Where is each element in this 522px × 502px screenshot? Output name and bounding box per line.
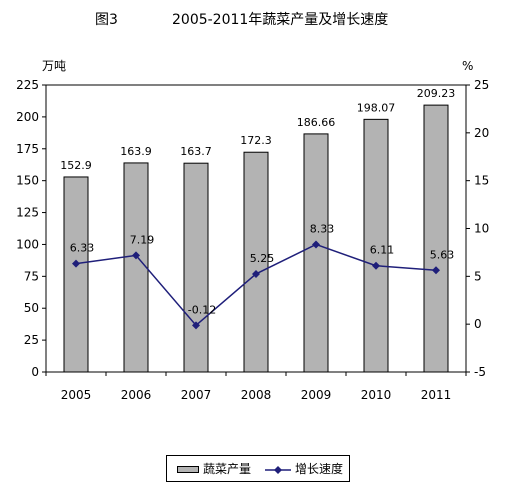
- y-left-tick-label: 150: [16, 174, 39, 188]
- growth-point: [432, 266, 440, 275]
- x-tick-label: 2006: [121, 388, 152, 402]
- x-tick-label: 2010: [361, 388, 392, 402]
- y-right-tick-label: 25: [474, 78, 489, 92]
- bar: [363, 118, 389, 373]
- growth-point: [72, 259, 80, 268]
- bar-value-label: 172.3: [240, 134, 272, 147]
- legend: 蔬菜产量 增长速度: [166, 455, 350, 482]
- bar-value-label: 163.7: [180, 145, 212, 158]
- x-tick-label: 2005: [61, 388, 92, 402]
- growth-point: [312, 240, 320, 249]
- x-tick-label: 2007: [181, 388, 212, 402]
- y-left-tick-label: 75: [24, 269, 39, 283]
- y-right-tick-label: -5: [474, 365, 486, 379]
- y-right-tick-label: 15: [474, 174, 489, 188]
- y-left-tick-label: 0: [31, 365, 39, 379]
- legend-item-output: 蔬菜产量: [177, 461, 251, 477]
- growth-value-label: 5.63: [430, 248, 455, 261]
- legend-bar-label: 蔬菜产量: [203, 462, 252, 476]
- legend-bar-swatch: [177, 466, 199, 473]
- y-left-tick-label: 100: [16, 237, 39, 251]
- figure-label: 图3: [95, 12, 118, 28]
- x-tick-label: 2009: [301, 388, 332, 402]
- bar: [123, 162, 149, 373]
- legend-item-growth: 增长速度: [265, 461, 343, 477]
- legend-line-swatch: [265, 465, 291, 474]
- bar-value-label: 186.66: [297, 116, 336, 129]
- bar: [423, 104, 449, 373]
- growth-point: [192, 321, 200, 330]
- y-left-tick-label: 175: [16, 142, 39, 156]
- bar: [243, 151, 269, 373]
- y-right-tick-label: 0: [474, 317, 482, 331]
- y-left-tick-label: 125: [16, 206, 39, 220]
- bar-value-label: 209.23: [417, 87, 456, 100]
- bar: [183, 162, 209, 373]
- bar: [63, 176, 89, 373]
- y-left-tick-label: 200: [16, 110, 39, 124]
- y-axis-right-unit: %: [462, 59, 473, 73]
- x-tick-label: 2008: [241, 388, 272, 402]
- growth-value-label: 7.19: [130, 233, 155, 246]
- growth-point: [132, 251, 140, 260]
- growth-value-label: 5.25: [250, 252, 275, 265]
- y-right-tick-label: 10: [474, 222, 489, 236]
- y-left-tick-label: 50: [24, 301, 39, 315]
- bar: [303, 133, 329, 373]
- growth-value-label: 6.33: [70, 242, 95, 255]
- bar-value-label: 163.9: [120, 145, 152, 158]
- growth-point: [372, 261, 380, 270]
- bar-value-label: 198.07: [357, 101, 396, 114]
- growth-point: [252, 269, 260, 278]
- legend-line-label: 增长速度: [295, 462, 344, 476]
- y-right-tick-label: 20: [474, 126, 489, 140]
- chart-title: 2005-2011年蔬菜产量及增长速度: [172, 12, 388, 28]
- y-axis-left-unit: 万吨: [42, 59, 66, 73]
- bar-value-label: 152.9: [60, 159, 92, 172]
- y-right-tick-label: 5: [474, 269, 482, 283]
- growth-value-label: -0.12: [188, 303, 216, 316]
- growth-value-label: 6.11: [370, 244, 395, 257]
- y-left-tick-label: 225: [16, 78, 39, 92]
- growth-value-label: 8.33: [310, 222, 335, 235]
- x-tick-label: 2011: [421, 388, 452, 402]
- y-left-tick-label: 25: [24, 333, 39, 347]
